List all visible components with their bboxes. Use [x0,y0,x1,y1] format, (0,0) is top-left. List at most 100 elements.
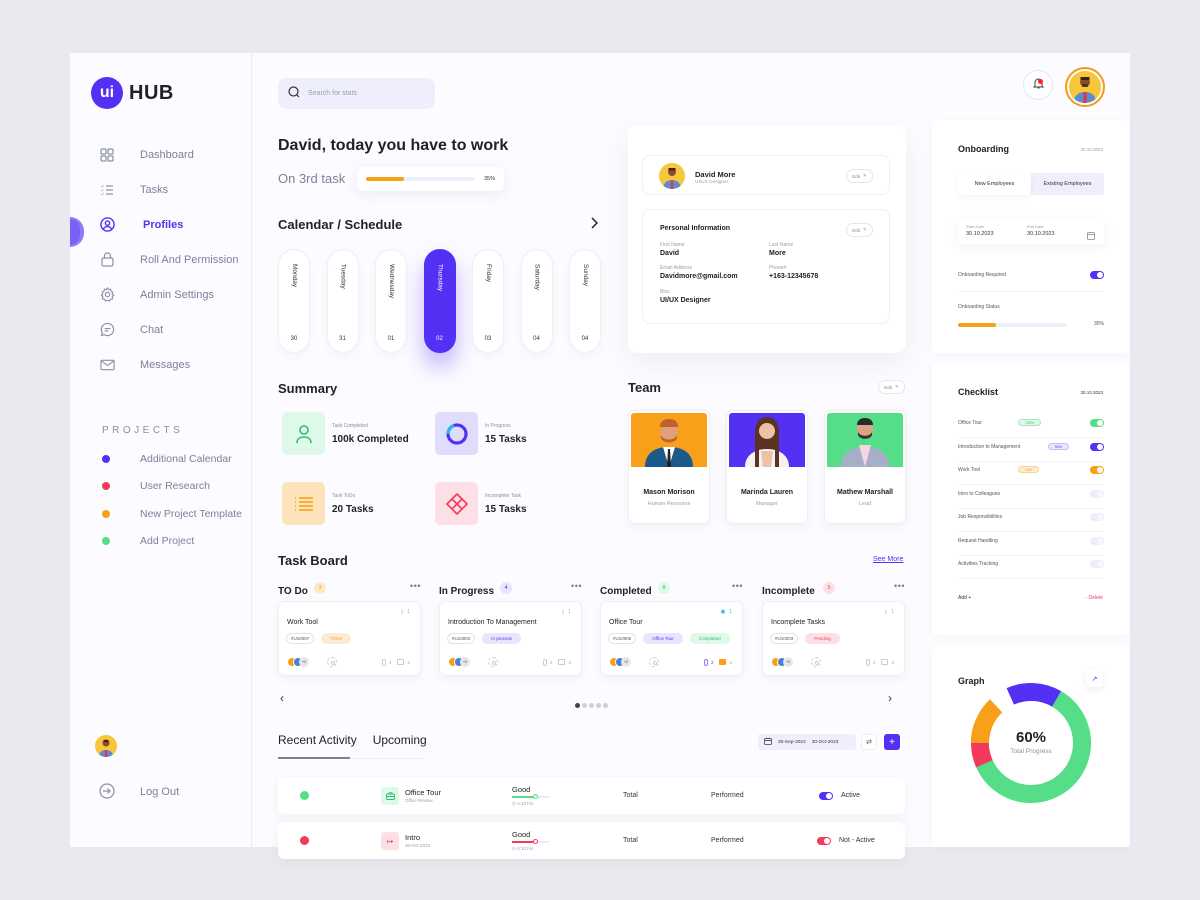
more-options-icon[interactable]: ••• [732,581,743,591]
progress-bar [366,177,474,181]
checklist-toggle[interactable] [1090,443,1104,451]
member-role: Manager [756,501,778,507]
rating: Good ◷ 4:10 hrs [512,785,549,807]
active-toggle[interactable] [817,837,831,845]
checklist-toggle[interactable] [1090,513,1104,521]
pager-dot[interactable] [589,703,594,708]
pager-dot[interactable] [575,703,580,708]
column-title: In Progress [439,586,495,597]
more-options-icon[interactable]: ••• [894,581,905,591]
expand-graph-button[interactable]: ↗ [1086,670,1103,687]
calendar-day-saturday[interactable]: Saturday 04 [520,249,553,353]
checklist-toggle[interactable] [1090,419,1104,427]
add-checklist-button[interactable]: Add + [958,595,972,601]
checklist-toggle[interactable] [1090,490,1104,498]
comment-icon [719,659,727,665]
team-member-card[interactable]: Mathew Marshall Lead [824,410,906,524]
sidebar-item-roll-and-permission[interactable]: Roll And Permission [70,242,252,277]
task-card[interactable]: ▯ 1 Work Tool #U10007 TODo +2 2 3 [278,601,421,676]
project-label: Additional Calendar [140,452,232,465]
user-circle-icon [99,217,115,233]
task-card[interactable]: ▣ 1 Office Tour #U10005 Office Tour Compl… [600,601,743,676]
project-color-dot [102,454,110,463]
logout-button[interactable]: Log Out [70,780,252,804]
tab-upcoming[interactable]: Upcoming [372,733,427,747]
add-activity-button[interactable]: + [884,734,900,750]
logo[interactable]: ui HUB [91,77,174,109]
sidebar-item-messages[interactable]: Messages [70,347,252,382]
pager-dot[interactable] [582,703,587,708]
project-label: Add Project [140,535,195,548]
bios-field: Bios UI/UX Designer [660,289,711,304]
sidebar-item-tasks[interactable]: Tasks [70,172,252,207]
checklist-toggle[interactable] [1090,466,1104,474]
project-item-add-project[interactable]: Add Project [70,528,252,556]
activity-row[interactable]: ↦ Intro 30-Oct-2023 Good ◷ 4:10 hrs Tota… [278,822,905,859]
task-card[interactable]: ▯ 1 Introduction To Management #U10002 In… [439,601,582,676]
summary-in-progress[interactable]: In Progress 15 Tasks [435,412,527,455]
comment-icon [397,659,405,665]
search-input[interactable]: Search for stats [278,78,435,109]
project-item-additional-calendar[interactable]: Additional Calendar [70,445,252,473]
calendar-day-friday[interactable]: Friday 03 [472,249,504,353]
team-member-card[interactable]: Marinda Lauren Manager [726,410,808,524]
delete-checklist-button[interactable]: - Delete [1085,595,1103,601]
segment-existing-employees[interactable]: Existing Employees [1043,181,1092,187]
calendar-day-thursday[interactable]: Thursday 02 [423,249,456,353]
filter-button[interactable]: ⇄ [861,734,877,750]
tab-recent-activity[interactable]: Recent Activity [278,733,357,747]
paperclip-icon [542,658,547,666]
chevron-right-icon[interactable]: › [888,691,892,705]
edit-personal-info-button[interactable]: Edit ✎ [846,223,873,237]
sidebar-item-admin-settings[interactable]: Admin Settings [70,277,252,312]
onboarding-required-toggle[interactable] [1090,271,1104,279]
calendar-day-wednesday[interactable]: Wednesday 01 [375,249,407,353]
task-card[interactable]: ▯ 1 Incomplete Tasks #U10003 Pending +2 2… [762,601,905,676]
team-member-card[interactable]: Mason Morison Human Resource [628,410,710,524]
calendar-day-tuesday[interactable]: Tuesday 31 [326,249,359,353]
checklist-toggle[interactable] [1090,560,1104,568]
user-avatar[interactable] [1065,67,1105,107]
chevron-left-icon[interactable]: ‹ [280,691,284,705]
summary-incomplete-task[interactable]: Incomplete Task 15 Tasks [435,482,527,525]
activity-sub: Office Review [405,798,433,803]
summary-task-todo[interactable]: Task ToDo 20 Tasks [282,482,374,525]
calendar-next-icon[interactable] [590,217,599,232]
more-options-icon[interactable]: ••• [571,581,582,591]
summary-task-completed[interactable]: Task Completed 100k Completed [282,412,409,455]
profile-role: UI/UX Designer [695,180,729,185]
date-range-field[interactable]: Start Date 30.10.2023 End Date 30.10.2023 [958,220,1104,244]
checklist-title: Checklist [958,387,999,397]
activity-row[interactable]: Office Tour Office Review Good ◷ 4:10 hr… [278,777,905,814]
sidebar-user-avatar[interactable] [95,735,117,757]
edit-profile-button[interactable]: Edit ✎ [846,169,873,183]
sidebar-item-chat[interactable]: Chat [70,312,252,347]
edit-team-button[interactable]: Edit ✎ [878,380,905,394]
active-toggle[interactable] [819,792,833,800]
attachments-count: 2 [381,658,391,666]
member-photo [827,413,903,467]
checklist-item: Work Tool 20% [958,461,1104,485]
pager-dot[interactable] [596,703,601,708]
calendar-day-sunday[interactable]: Sunday 04 [569,249,601,353]
assignee-avatars: +2 [448,657,470,667]
status-text: Not - Active [839,837,875,844]
sidebar-item-profiles[interactable]: Profiles [70,207,252,247]
date-range-picker[interactable]: 30-Sep-2022 30-Oct-2023 [758,734,856,750]
calendar-day-monday[interactable]: Monday 30 [278,249,310,353]
see-more-link[interactable]: See More [873,556,904,563]
sidebar-item-dashboard[interactable]: Dashboard [70,137,252,172]
more-options-icon[interactable]: ••• [410,581,421,591]
attachments-count: 2 [703,658,713,666]
sidebar-item-label: Chat [140,323,164,336]
status-tag: TODo [321,633,352,644]
notifications-button[interactable] [1023,70,1053,100]
project-item-user-research[interactable]: User Research [70,473,252,501]
task-board-title: Task Board [278,553,348,568]
segment-new-employees[interactable]: New Employees [958,173,1031,195]
sidebar-item-label: Messages [140,358,191,371]
paperclip-icon [703,658,708,666]
project-item-new-project-template[interactable]: New Project Template [70,500,252,528]
checklist-toggle[interactable] [1090,537,1104,545]
pager-dot[interactable] [603,703,608,708]
